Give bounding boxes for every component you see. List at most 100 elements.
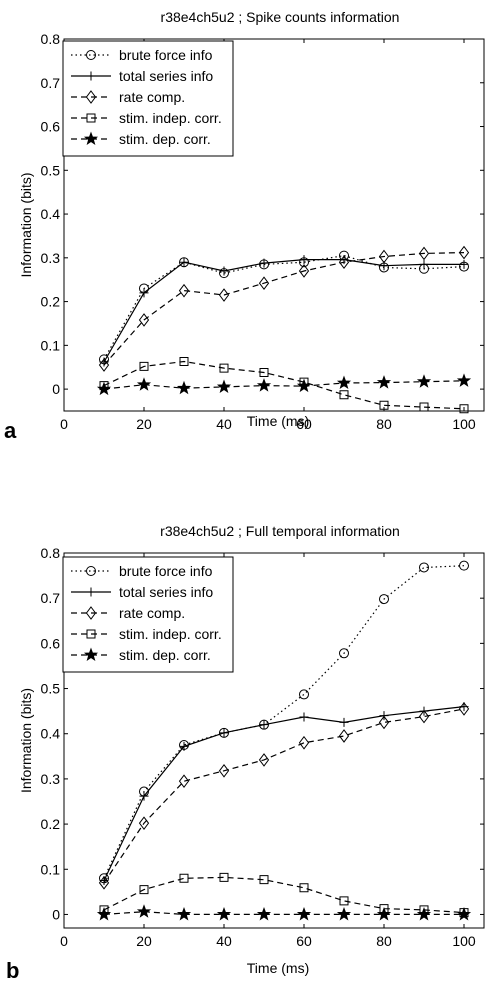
plot-frame <box>63 38 485 412</box>
data-point <box>179 741 189 751</box>
data-point <box>379 400 389 410</box>
x-tick-label: 20 <box>136 416 152 432</box>
data-point <box>378 249 390 264</box>
data-point <box>336 907 352 921</box>
data-point <box>459 259 469 269</box>
legend-marker <box>83 647 99 662</box>
y-tick-label: 0.5 <box>41 162 61 178</box>
y-tick-label: 0.8 <box>41 545 61 561</box>
chart-title: r38e4ch5u2 ; Full temporal information <box>160 523 400 539</box>
data-point <box>96 381 112 396</box>
data-point <box>256 907 272 921</box>
data-point <box>416 907 432 921</box>
legend-marker <box>86 50 96 60</box>
legend-marker <box>85 606 97 620</box>
data-point <box>296 907 312 921</box>
data-point <box>256 378 272 392</box>
y-axis-label: Information (bits) <box>18 172 34 277</box>
y-tick-label: 0.2 <box>41 816 61 832</box>
y-tick-label: 0.3 <box>41 250 61 266</box>
data-point <box>296 378 312 393</box>
legend-label: rate comp. <box>119 89 185 105</box>
data-point <box>376 375 392 389</box>
data-point <box>136 377 152 391</box>
data-point <box>459 404 469 414</box>
legend-label: stim. dep. corr. <box>119 131 211 147</box>
legend-marker <box>86 629 96 639</box>
data-point <box>299 689 309 700</box>
data-point <box>138 313 150 327</box>
data-point <box>458 245 470 260</box>
data-point <box>136 904 152 918</box>
y-tick-label: 0 <box>52 381 60 397</box>
y-tick-label: 0.7 <box>41 590 61 606</box>
data-point <box>179 257 189 267</box>
legend-label: rate comp. <box>119 605 185 621</box>
x-tick-label: 100 <box>452 933 476 949</box>
data-point <box>419 402 429 412</box>
legend-marker <box>83 131 99 146</box>
data-point <box>259 720 269 730</box>
series-line <box>103 565 465 879</box>
data-point <box>98 875 110 890</box>
x-axis-label: Time (ms) <box>247 960 309 976</box>
x-tick-label: 100 <box>452 416 476 432</box>
y-axis-label: Information (bits) <box>18 688 34 793</box>
data-point <box>216 907 232 921</box>
y-tick-label: 0.6 <box>41 635 61 651</box>
data-point <box>339 717 349 727</box>
legend-marker <box>86 566 96 576</box>
data-point <box>139 288 149 298</box>
x-tick-label: 80 <box>376 933 392 949</box>
data-point <box>416 374 432 388</box>
series-line <box>103 252 465 366</box>
data-point <box>418 709 430 724</box>
series-line <box>103 380 465 390</box>
x-tick-label: 40 <box>216 416 232 432</box>
y-tick-label: 0.2 <box>41 294 61 310</box>
data-point <box>379 594 389 605</box>
legend-label: brute force info <box>119 563 213 579</box>
data-point <box>299 883 309 893</box>
data-point <box>219 872 229 882</box>
data-point <box>259 875 269 885</box>
data-point <box>419 259 429 269</box>
x-tick-label: 40 <box>216 933 232 949</box>
data-point <box>338 255 350 270</box>
data-point <box>376 907 392 921</box>
data-point <box>138 816 150 831</box>
data-point <box>299 255 309 265</box>
y-tick-label: 0.5 <box>41 681 61 697</box>
data-point <box>219 363 229 373</box>
data-point <box>458 702 470 716</box>
data-point <box>339 390 349 400</box>
legend-label: brute force info <box>119 47 213 63</box>
data-point <box>139 361 149 371</box>
legend-marker <box>86 113 96 123</box>
y-tick-label: 0.4 <box>41 726 61 742</box>
data-point <box>176 907 192 921</box>
y-tick-label: 0.3 <box>41 771 61 787</box>
legend-label: total series info <box>119 584 213 600</box>
y-tick-label: 0 <box>52 906 60 922</box>
legend-marker <box>86 71 96 81</box>
data-point <box>418 246 430 261</box>
data-point <box>459 560 469 571</box>
y-tick-label: 0.8 <box>41 31 61 47</box>
data-point <box>218 288 230 302</box>
data-point <box>298 735 310 750</box>
data-point <box>219 728 229 738</box>
series-line <box>103 706 465 881</box>
y-tick-label: 0.7 <box>41 75 61 91</box>
chart-title: r38e4ch5u2 ; Spike counts information <box>161 9 400 25</box>
x-axis-label: Time (ms) <box>247 413 309 429</box>
data-point <box>336 375 352 390</box>
data-point <box>258 276 270 291</box>
data-point <box>378 715 390 730</box>
series-line <box>103 708 465 884</box>
data-point <box>139 791 149 801</box>
x-tick-label: 0 <box>60 416 68 432</box>
y-tick-label: 0.1 <box>41 337 61 353</box>
plot-frame <box>63 552 485 929</box>
data-point <box>178 774 190 788</box>
